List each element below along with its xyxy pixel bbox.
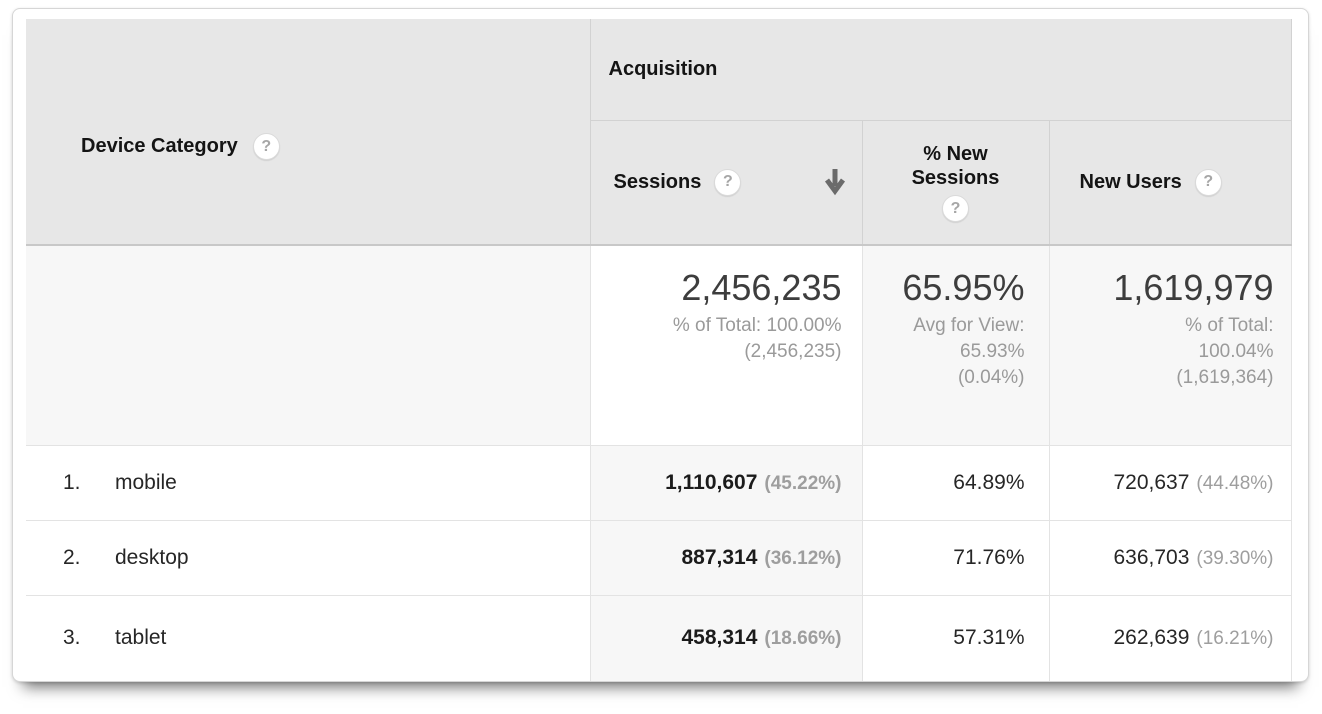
row-rank: 2. [63, 545, 81, 569]
new-sessions-note-line: (0.04%) [957, 367, 1025, 388]
summary-row: 2,456,235 % of Total: 100.00% (2,456,235… [26, 245, 1292, 446]
sessions-cell: 458,314 (18.66%) [589, 595, 862, 681]
sort-descending-icon[interactable] [822, 168, 848, 196]
column-header-new-sessions[interactable]: % New Sessions ? [861, 120, 1049, 246]
summary-sessions-cell: 2,456,235 % of Total: 100.00% (2,456,235… [589, 245, 862, 446]
sessions-value: 887,314 [681, 545, 758, 569]
new-sessions-cell: 64.89% [861, 445, 1049, 521]
device-name[interactable]: tablet [115, 626, 167, 650]
sessions-percent: (45.22%) [764, 472, 842, 494]
dimension-cell: 3. tablet [26, 595, 590, 681]
column-header-new-users[interactable]: New Users ? [1048, 120, 1292, 246]
new-users-value: 262,639 [1113, 626, 1190, 650]
new-users-total: 1,619,979 [1113, 267, 1274, 308]
new-users-percent: (44.48%) [1196, 472, 1274, 494]
new-users-cell: 720,637 (44.48%) [1048, 445, 1292, 521]
new-sessions-value: 64.89% [953, 470, 1025, 494]
new-users-percent: (16.21%) [1196, 628, 1274, 650]
new-sessions-label-line1: % New [923, 143, 988, 166]
sessions-label: Sessions [613, 170, 702, 193]
table-row: 2. desktop 887,314 (36.12%) 71.76% 636,70… [26, 520, 1292, 596]
analytics-table-card: Device Category ? Acquisition Sessions ? [12, 8, 1309, 682]
new-sessions-value: 71.76% [953, 545, 1025, 569]
device-name[interactable]: mobile [115, 470, 177, 494]
help-icon[interactable]: ? [714, 168, 742, 196]
summary-dimension-cell [26, 245, 590, 446]
sessions-percent: (18.66%) [764, 628, 842, 650]
sessions-cell: 1,110,607 (45.22%) [589, 445, 862, 521]
help-icon[interactable]: ? [252, 133, 280, 160]
sessions-cell: 887,314 (36.12%) [589, 520, 862, 596]
group-header-acquisition: Acquisition [589, 19, 1292, 121]
new-sessions-value: 57.31% [953, 626, 1025, 650]
dimension-cell: 1. mobile [26, 445, 590, 521]
new-users-value: 636,703 [1113, 545, 1190, 569]
new-sessions-label-line2: Sessions [911, 167, 1000, 190]
column-header-sessions[interactable]: Sessions ? [589, 120, 862, 246]
sessions-value: 1,110,607 [665, 470, 758, 494]
new-sessions-note-line: 65.93% [960, 341, 1025, 362]
new-users-note-line: 100.04% [1198, 341, 1274, 362]
sessions-total-note-line: % of Total: 100.00% [672, 315, 842, 336]
table-row: 1. mobile 1,110,607 (45.22%) 64.89% 720,6… [26, 445, 1292, 521]
new-sessions-note-line: Avg for View: [913, 315, 1025, 336]
table-row: 3. tablet 458,314 (18.66%) 57.31% 262,639… [26, 595, 1292, 681]
summary-new-users-cell: 1,619,979 % of Total: 100.04% (1,619,364… [1048, 245, 1292, 446]
sessions-total: 2,456,235 [681, 267, 842, 308]
new-users-percent: (39.30%) [1196, 547, 1274, 569]
new-users-value: 720,637 [1113, 470, 1190, 494]
row-rank: 3. [63, 626, 81, 650]
row-rank: 1. [63, 470, 81, 494]
sessions-total-note-line: (2,456,235) [744, 341, 842, 362]
dimension-cell: 2. desktop [26, 520, 590, 596]
acquisition-label: Acquisition [608, 57, 718, 80]
sessions-percent: (36.12%) [764, 547, 842, 569]
column-header-device-category[interactable]: Device Category ? [26, 19, 590, 246]
new-users-cell: 262,639 (16.21%) [1048, 595, 1292, 681]
new-sessions-cell: 71.76% [861, 520, 1049, 596]
new-users-note-line: % of Total: [1185, 315, 1274, 336]
sessions-value: 458,314 [681, 626, 758, 650]
summary-new-sessions-cell: 65.95% Avg for View: 65.93% (0.04%) [861, 245, 1049, 446]
new-users-label: New Users [1079, 170, 1182, 193]
new-sessions-average: 65.95% [902, 267, 1025, 308]
new-sessions-cell: 57.31% [861, 595, 1049, 681]
device-category-label: Device Category [81, 135, 238, 157]
new-users-cell: 636,703 (39.30%) [1048, 520, 1292, 596]
help-icon[interactable]: ? [942, 195, 969, 223]
new-users-note-line: (1,619,364) [1176, 367, 1274, 388]
device-name[interactable]: desktop [115, 545, 189, 569]
help-icon[interactable]: ? [1194, 168, 1222, 196]
device-category-table: Device Category ? Acquisition Sessions ? [26, 19, 1292, 681]
